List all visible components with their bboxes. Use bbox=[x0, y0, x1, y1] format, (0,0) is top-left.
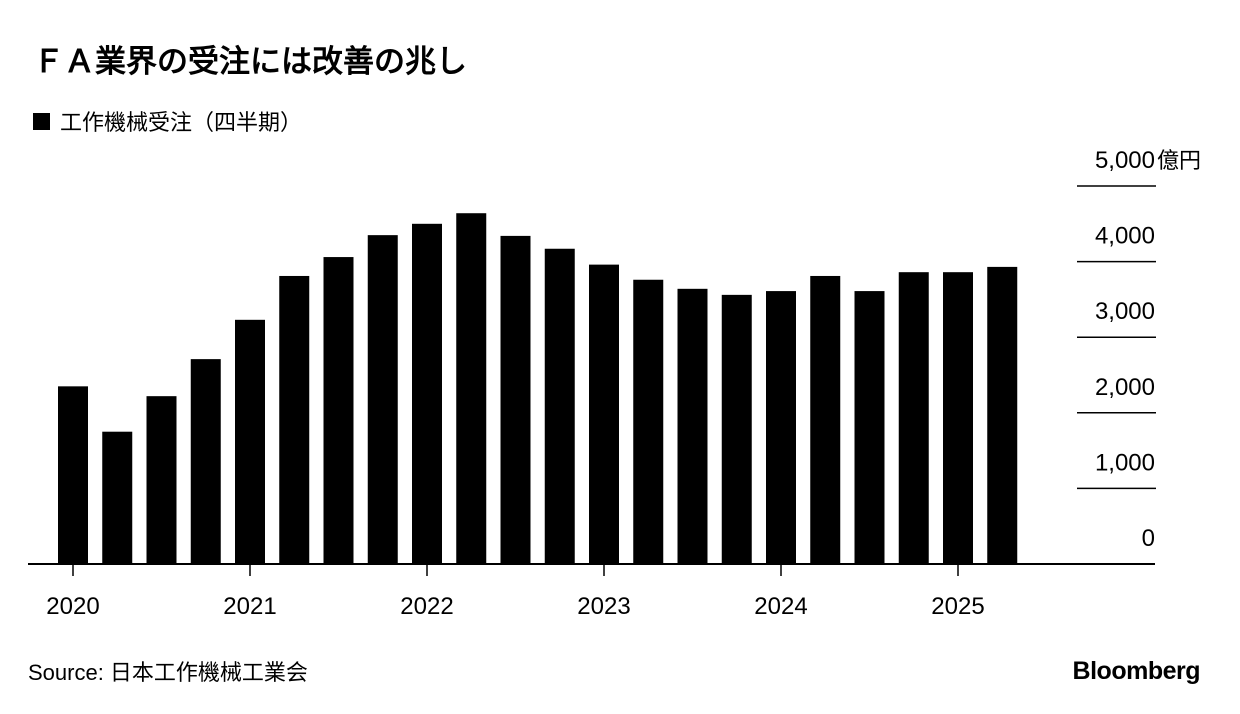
y-tick-label: 0 bbox=[1142, 525, 1155, 552]
bar bbox=[544, 248, 575, 565]
source: Source: 日本工作機械工業会 bbox=[28, 660, 308, 685]
legend-label: 工作機械受注（四半期） bbox=[60, 110, 302, 135]
bar bbox=[721, 294, 752, 564]
bar bbox=[677, 288, 708, 564]
bar bbox=[323, 257, 354, 564]
bar bbox=[456, 213, 487, 564]
y-tick-label: 2,000 bbox=[1095, 374, 1155, 401]
bar bbox=[810, 275, 841, 564]
x-tick-label: 2023 bbox=[577, 593, 630, 620]
bar bbox=[279, 275, 310, 564]
bar bbox=[633, 279, 664, 564]
bar bbox=[412, 223, 442, 565]
y-unit: 億円 bbox=[1157, 148, 1201, 173]
y-tick-label: 3,000 bbox=[1095, 298, 1155, 325]
bar bbox=[589, 264, 619, 564]
x-tick-label: 2022 bbox=[400, 593, 453, 620]
bar bbox=[146, 396, 177, 564]
bar bbox=[943, 272, 973, 564]
bar bbox=[987, 266, 1018, 564]
bar bbox=[854, 291, 885, 564]
bar bbox=[898, 272, 929, 564]
y-tick-label: 1,000 bbox=[1095, 449, 1155, 476]
chart-title: ＦＡ業界の受注には改善の兆し bbox=[33, 44, 467, 79]
x-tick-label: 2025 bbox=[931, 593, 984, 620]
x-tick-label: 2021 bbox=[223, 593, 276, 620]
brand-logo: Bloomberg bbox=[1073, 657, 1200, 685]
bar bbox=[58, 386, 88, 564]
legend-swatch bbox=[33, 113, 50, 130]
y-tick-label: 5,000 bbox=[1095, 147, 1155, 174]
bar bbox=[102, 431, 133, 564]
x-tick-label: 2024 bbox=[754, 593, 807, 620]
bar bbox=[766, 291, 796, 564]
bar bbox=[190, 359, 221, 564]
bar bbox=[235, 319, 265, 564]
bar bbox=[367, 235, 398, 564]
x-tick-label: 2020 bbox=[46, 593, 99, 620]
bar bbox=[500, 235, 531, 564]
y-tick-label: 4,000 bbox=[1095, 223, 1155, 250]
